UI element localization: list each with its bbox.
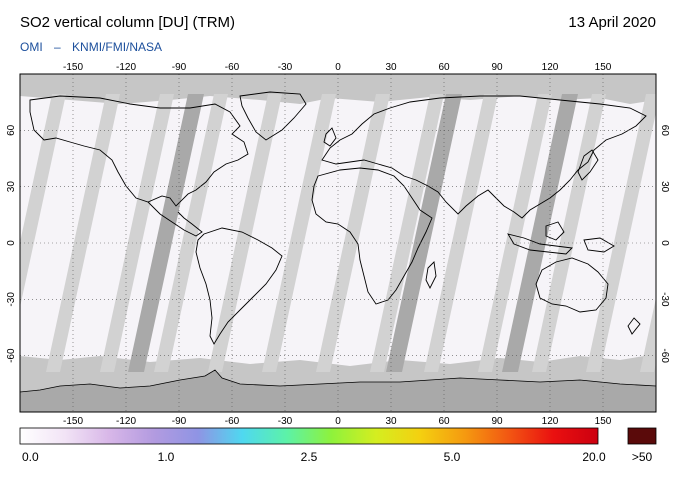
lon-label-bottom--60: -60 [225,416,240,427]
credit-separator: – [54,40,61,54]
lon-label-bottom-150: 150 [595,416,612,427]
lon-label-top-90: 90 [491,62,503,73]
south-america-coast [195,227,283,345]
lat-label-left--30: -30 [6,292,17,307]
axis-ticks: -150 -150 -120 -120 -90 -90 -60 -60 -30 -30 0 0 30 30… [6,62,670,427]
australia-coast [535,257,609,313]
lon-label-bottom-90: 90 [491,416,503,427]
lon-label-top-0: 0 [335,62,341,73]
dark-swath-1 [386,94,462,372]
colorbar-overflow-swatch [627,427,657,445]
lat-label-left-0: 0 [6,240,17,246]
lon-label-top-60: 60 [438,62,450,73]
lon-label-bottom-0: 0 [335,416,341,427]
greenland-coast [239,91,307,141]
row-anomaly-swaths [128,94,578,372]
colorbar-label-2: 2.5 [300,450,318,464]
colorbar-label-3: 5.0 [443,450,461,464]
lon-label-top--120: -120 [116,62,136,73]
lon-label-top--60: -60 [225,62,240,73]
orbit-gap-9 [478,94,552,372]
orbit-gap-11 [586,94,656,372]
lon-label-bottom--90: -90 [172,416,187,427]
lat-label-right--30: -30 [659,292,670,307]
map-frame [19,73,657,413]
central-america-coast [147,201,203,237]
lon-label-top-30: 30 [385,62,397,73]
colorbar [19,427,599,445]
lat-label-left-30: 30 [6,181,17,193]
map-title: SO2 vertical column [DU] (TRM) [20,14,236,31]
orbit-gap-8 [424,94,498,372]
colorbar-label-4: 20.0 [582,450,606,464]
indonesia-coast [507,233,573,255]
lon-label-top--150: -150 [63,62,83,73]
orbit-gap-7 [370,94,444,372]
lon-label-bottom-30: 30 [385,416,397,427]
lon-label-bottom--150: -150 [63,416,83,427]
coastlines [29,91,647,345]
lat-label-left-60: 60 [6,124,17,136]
japan-coast [577,149,599,181]
map-date: 13 April 2020 [568,14,656,31]
orbit-gap-2 [100,94,174,372]
lon-label-top--30: -30 [278,62,293,73]
british-isles-coast [323,127,337,147]
lat-label-right-60: 60 [659,125,670,137]
orbit-gap-swaths [20,94,656,372]
lat-label-right--60: -60 [659,348,670,363]
lon-label-top--90: -90 [172,62,187,73]
lat-label-left--60: -60 [6,348,17,363]
lon-label-bottom-60: 60 [438,416,450,427]
new-guinea-coast [583,237,615,253]
credit-agencies: KNMI/FMI/NASA [72,40,163,54]
credit-instrument: OMI [20,40,43,54]
lon-label-top-120: 120 [542,62,559,73]
colorbar-label-1: 1.0 [157,450,175,464]
madagascar-coast [425,261,437,290]
colorbar-label-0: 0.0 [22,450,39,464]
lon-label-bottom--120: -120 [116,416,136,427]
borneo-coast [545,221,565,241]
dark-swath-2 [502,94,578,372]
dark-swath-0 [128,94,204,372]
credit-line: OMI – KNMI/FMI/NASA [20,40,170,54]
lon-label-bottom--30: -30 [278,416,293,427]
orbit-gap-1 [46,94,120,372]
north-america-coast [29,95,249,207]
africa-coast [311,167,433,305]
graticule [20,74,656,412]
orbit-gap-10 [532,94,606,372]
orbit-gap-0 [20,94,66,308]
new-zealand-coast [627,317,641,335]
lat-label-right-0: 0 [659,240,670,246]
eurasia-coast [321,95,647,219]
lat-label-right-30: 30 [659,181,670,193]
lon-label-top-150: 150 [595,62,612,73]
orbit-gap-12 [640,297,656,372]
orbit-gap-5 [262,94,336,372]
lon-label-bottom-120: 120 [542,416,559,427]
orbit-gap-6 [316,94,390,372]
colorbar-label-5: >50 [631,450,653,464]
